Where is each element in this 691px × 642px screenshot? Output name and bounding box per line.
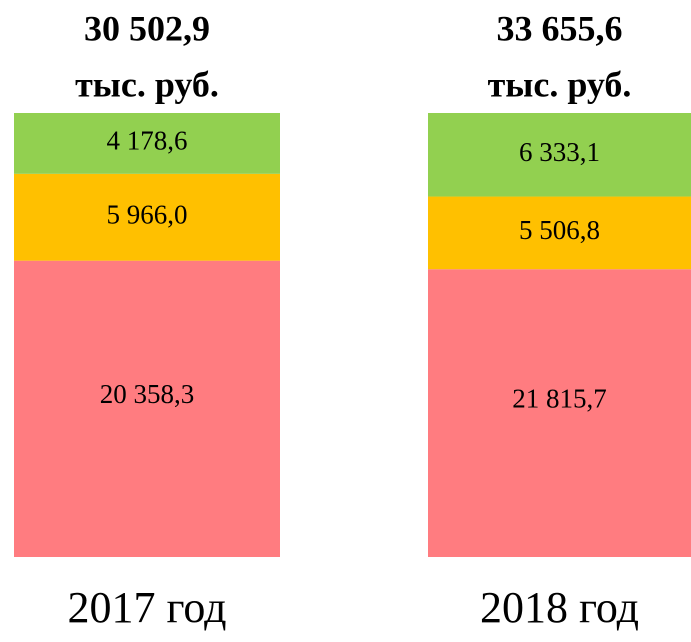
bar-segment	[14, 260, 280, 557]
bar-segment	[428, 269, 691, 557]
value-label: 21 815,7	[512, 383, 607, 413]
total-label: 30 502,9	[84, 8, 210, 48]
total-label: 33 655,6	[497, 8, 623, 48]
value-label: 5 506,8	[519, 215, 600, 245]
value-label: 5 966,0	[107, 199, 188, 229]
value-label: 6 333,1	[519, 137, 600, 167]
bar-segment	[14, 113, 280, 174]
bar-segment	[14, 173, 280, 261]
bar-segment	[428, 196, 691, 270]
x-tick-label: 2018 год	[480, 583, 639, 632]
value-label: 4 178,6	[107, 126, 188, 156]
total-unit: тыс. руб.	[488, 64, 632, 104]
value-label: 20 358,3	[100, 379, 195, 409]
x-tick-label: 2017 год	[67, 583, 226, 632]
bar-segment	[428, 113, 691, 197]
total-unit: тыс. руб.	[75, 64, 219, 104]
